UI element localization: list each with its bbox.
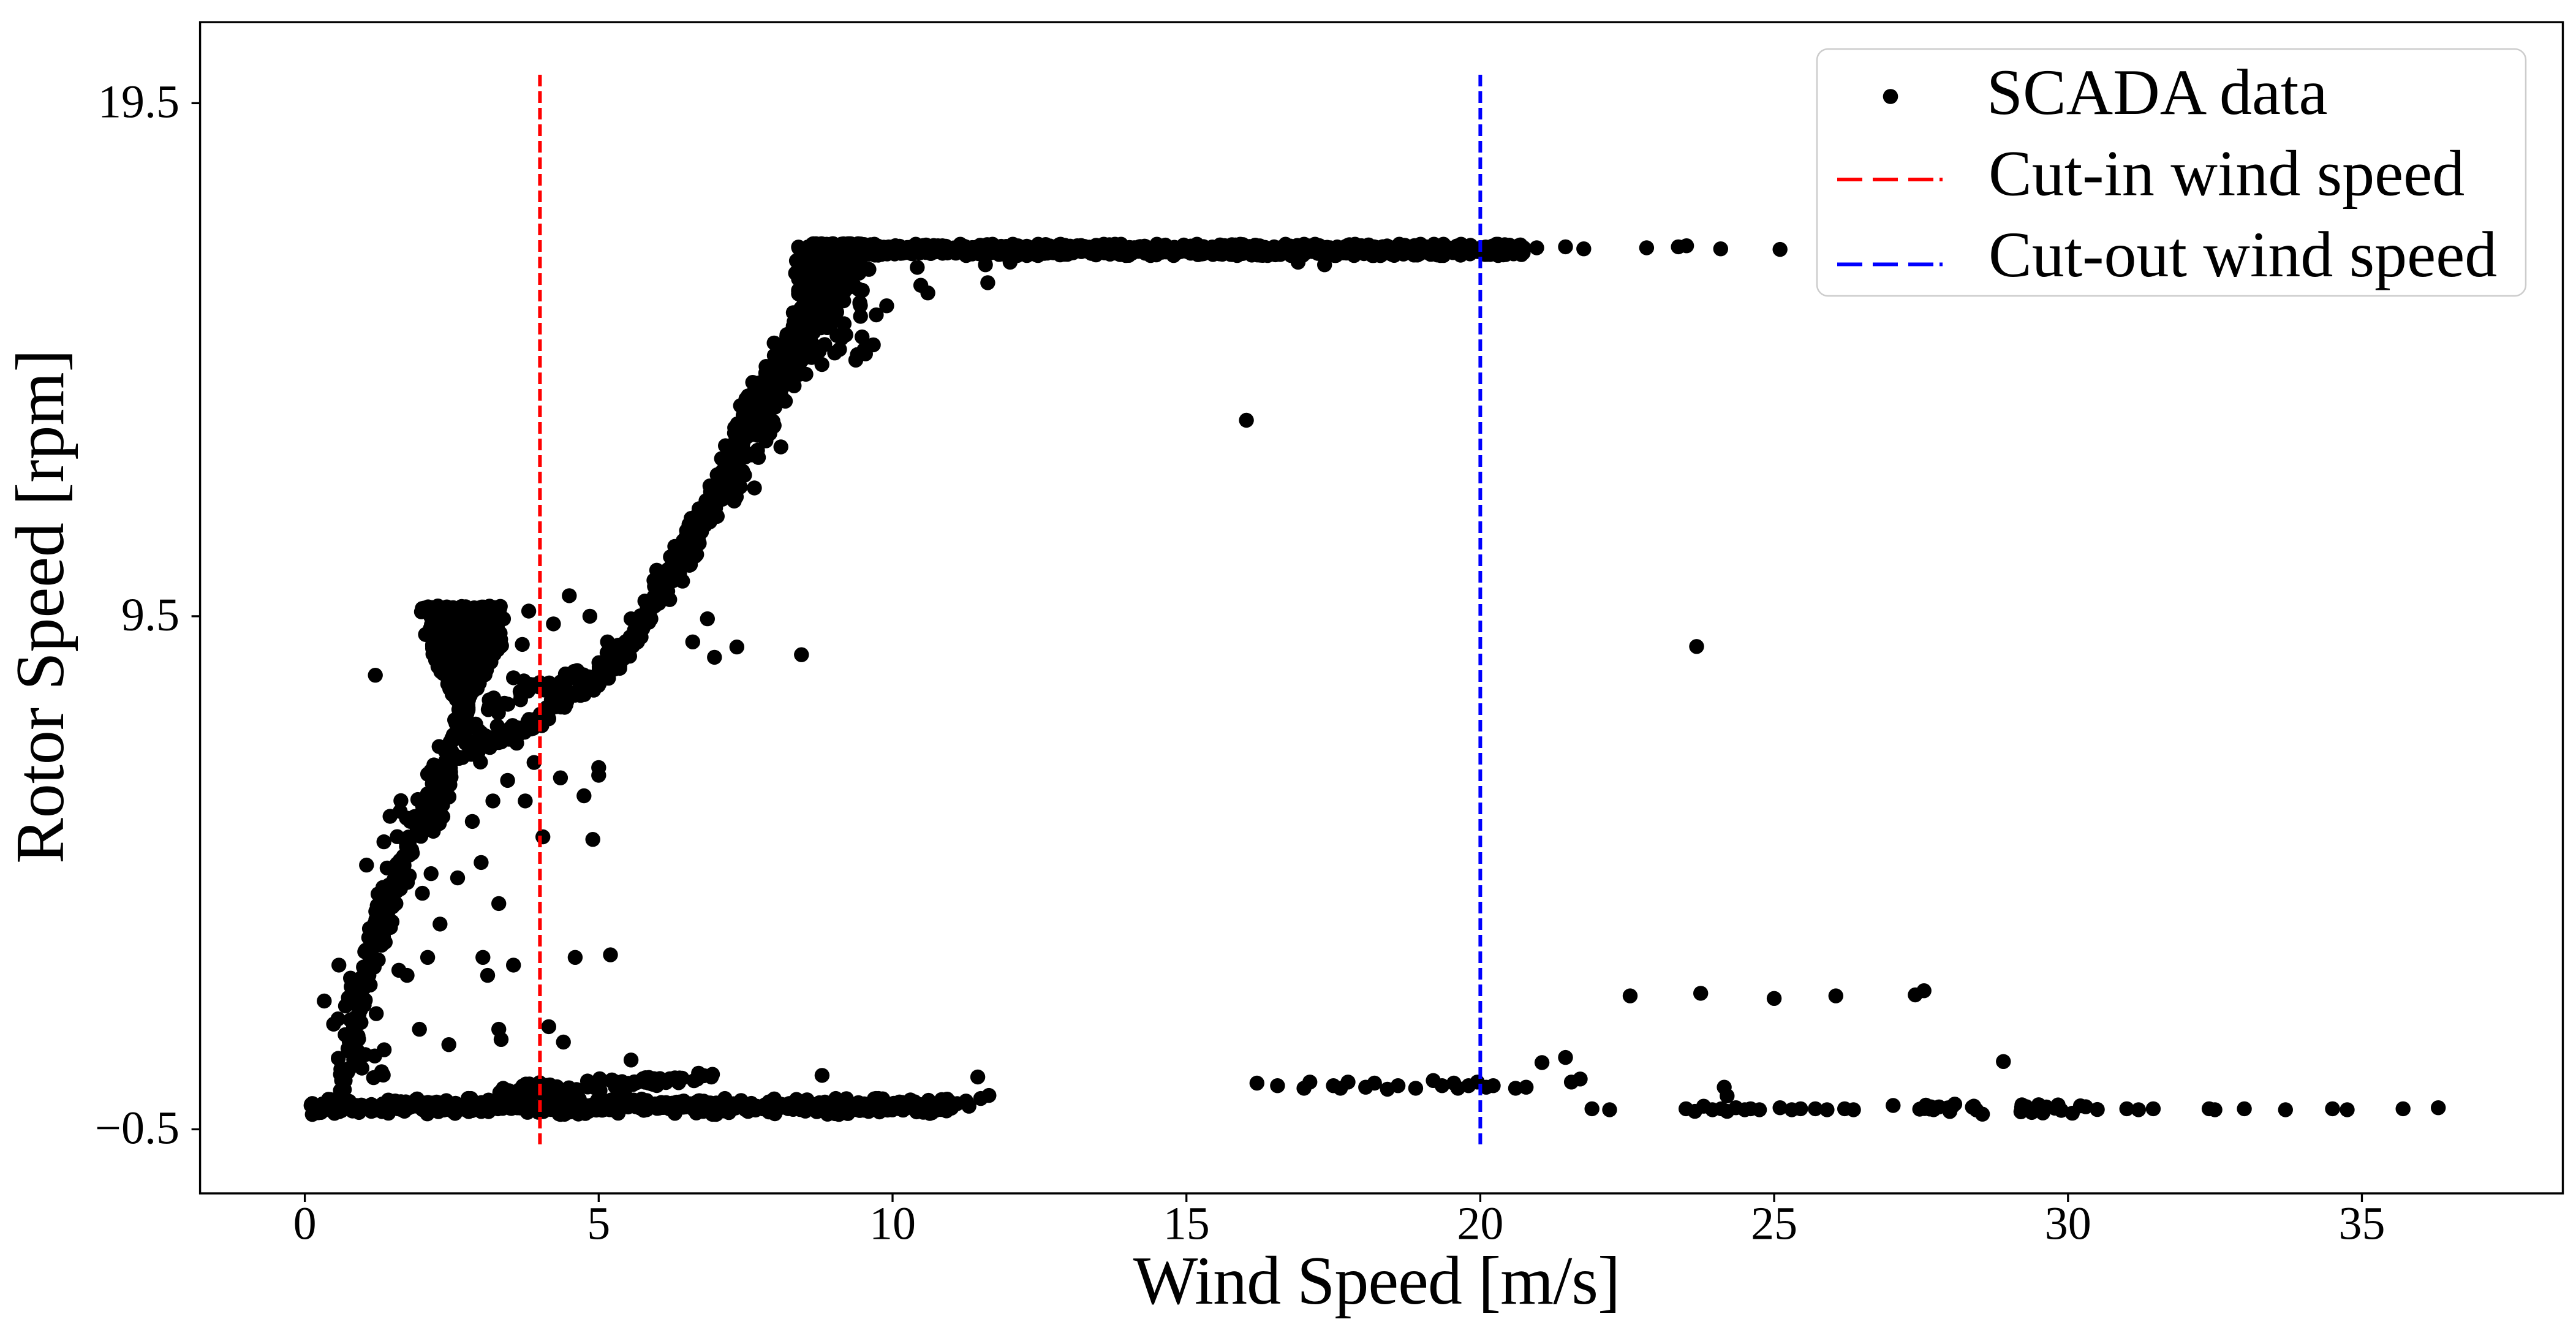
- svg-text:Cut-in wind speed: Cut-in wind speed: [1989, 138, 2465, 210]
- svg-text:0: 0: [293, 1198, 317, 1250]
- svg-text:5: 5: [587, 1198, 610, 1250]
- svg-text:SCADA data: SCADA data: [1987, 56, 2328, 128]
- svg-text:25: 25: [1751, 1198, 1797, 1250]
- svg-text:10: 10: [869, 1198, 916, 1250]
- svg-text:15: 15: [1163, 1198, 1210, 1250]
- svg-text:−0.5: −0.5: [95, 1102, 179, 1154]
- svg-text:19.5: 19.5: [98, 76, 179, 127]
- svg-text:9.5: 9.5: [121, 589, 179, 641]
- svg-text:35: 35: [2339, 1198, 2385, 1250]
- svg-text:20: 20: [1457, 1198, 1503, 1250]
- svg-text:Wind Speed [m/s]: Wind Speed [m/s]: [1133, 1243, 1620, 1319]
- svg-text:Rotor Speed [rpm]: Rotor Speed [rpm]: [2, 349, 78, 864]
- svg-text:30: 30: [2045, 1198, 2091, 1250]
- svg-text:Cut-out wind speed: Cut-out wind speed: [1989, 219, 2497, 290]
